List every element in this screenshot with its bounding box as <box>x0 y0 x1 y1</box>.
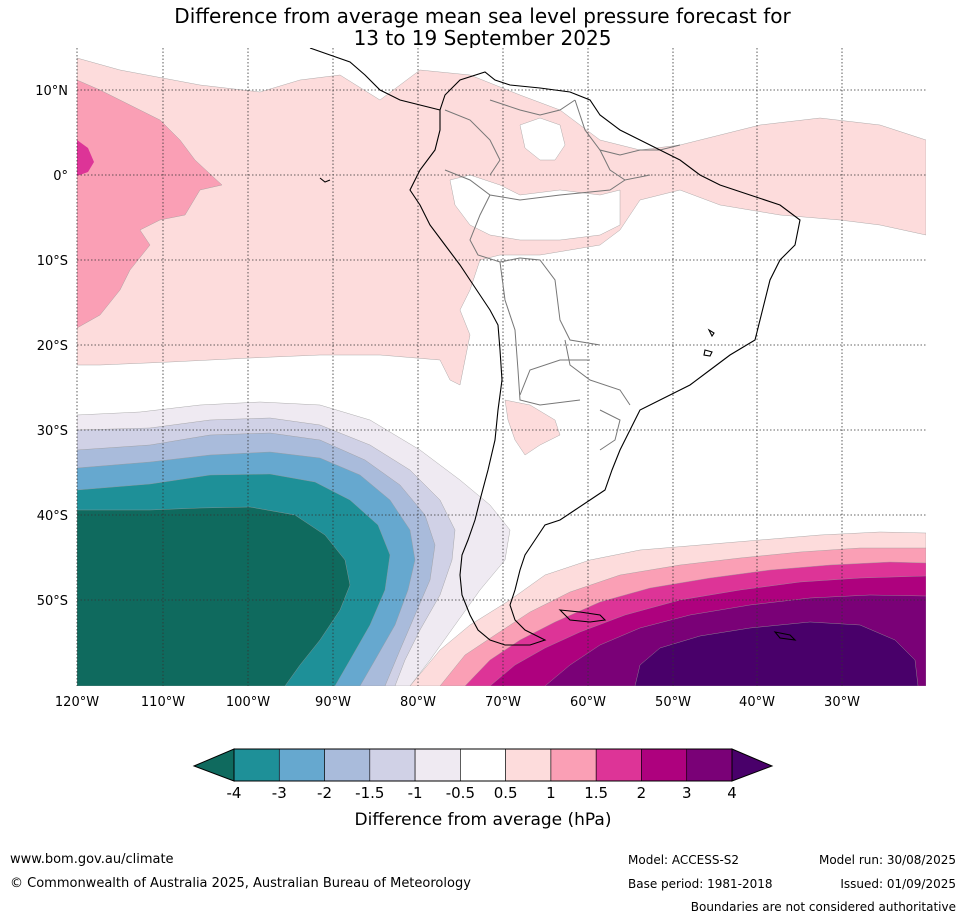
latitude-label: 20°S <box>37 339 68 354</box>
issued-date: Issued: 01/09/2025 <box>840 877 956 891</box>
colorbar-swatch <box>278 748 325 782</box>
colorbar-tick-label: -2 <box>317 784 332 802</box>
anomaly-region-neg-4 <box>77 506 351 686</box>
pressure-anomaly-field <box>77 48 926 686</box>
longitude-label: 60°W <box>570 695 606 710</box>
longitude-label: 90°W <box>315 695 351 710</box>
colorbar-lower-extension <box>192 748 235 782</box>
latitude-label: 10°S <box>37 254 68 269</box>
country-borders <box>444 99 681 451</box>
colorbar: -4 -3 -2 -1.5 -1 -0.5 0.5 1 1.5 2 3 4 Difference fro… <box>192 748 774 830</box>
colorbar-tick-label: 4 <box>727 784 737 802</box>
colorbar-tick-label: -0.5 <box>446 784 475 802</box>
colorbar-tick-label: 0.5 <box>494 784 518 802</box>
map-title-line-1: Difference from average mean sea level p… <box>174 4 791 28</box>
colorbar-tick-label: -4 <box>227 784 242 802</box>
map-title-line-2: 13 to 19 September 2025 <box>353 26 612 50</box>
model-run-date: Model run: 30/08/2025 <box>818 853 956 867</box>
longitude-label: 40°W <box>739 695 775 710</box>
latitude-labels: 10°N 0° 10°S 20°S 30°S 40°S 50°S <box>35 84 68 609</box>
anomaly-region-1.5-2-west <box>77 140 94 176</box>
colorbar-tick-label: -1 <box>408 784 423 802</box>
colorbar-title: Difference from average (hPa) <box>355 810 612 830</box>
coastlines <box>309 48 801 646</box>
longitude-label: 80°W <box>400 695 436 710</box>
latitude-label: 30°S <box>37 424 68 439</box>
colorbar-swatch <box>550 748 597 782</box>
colorbar-swatch <box>686 748 733 782</box>
longitude-label: 100°W <box>226 695 270 710</box>
colorbar-tick-label: 1.5 <box>584 784 608 802</box>
anomaly-region-4-plus-south <box>634 621 919 686</box>
colorbar-swatch <box>595 748 642 782</box>
colorbar-swatch <box>414 748 461 782</box>
longitude-label: 50°W <box>655 695 691 710</box>
anomaly-region-0.5-1-central <box>504 399 561 456</box>
latitude-label: 40°S <box>37 509 68 524</box>
longitude-label: 70°W <box>485 695 521 710</box>
colorbar-tick-label: 3 <box>682 784 692 802</box>
model-name: Model: ACCESS-S2 <box>628 853 740 867</box>
graticule <box>76 48 926 686</box>
colorbar-tick-label: -3 <box>272 784 287 802</box>
colorbar-swatch <box>233 748 280 782</box>
website-link[interactable]: www.bom.gov.au/climate <box>10 852 174 867</box>
colorbar-swatch <box>505 748 552 782</box>
latitude-label: 50°S <box>37 594 68 609</box>
colorbar-swatch <box>641 748 688 782</box>
colorbar-tick-label: -1.5 <box>355 784 384 802</box>
colorbar-tick-label: 1 <box>546 784 556 802</box>
longitude-label: 120°W <box>55 695 99 710</box>
anomaly-region-1-1.5-west <box>77 79 223 329</box>
colorbar-swatch <box>460 748 506 782</box>
longitude-labels: 120°W 110°W 100°W 90°W 80°W 70°W 60°W 50°W 40°W 3… <box>55 695 860 710</box>
base-period: Base period: 1981-2018 <box>628 877 773 891</box>
copyright-notice: © Commonwealth of Australia 2025, Austra… <box>10 876 471 891</box>
longitude-label: 30°W <box>824 695 860 710</box>
longitude-label: 110°W <box>141 695 185 710</box>
colorbar-swatch <box>324 748 371 782</box>
colorbar-upper-extension <box>731 748 774 782</box>
colorbar-tick-label: 2 <box>637 784 647 802</box>
latitude-label: 0° <box>53 169 68 184</box>
latitude-label: 10°N <box>35 84 68 99</box>
colorbar-swatch <box>369 748 416 782</box>
boundaries-disclaimer: Boundaries are not considered authoritat… <box>690 900 956 914</box>
